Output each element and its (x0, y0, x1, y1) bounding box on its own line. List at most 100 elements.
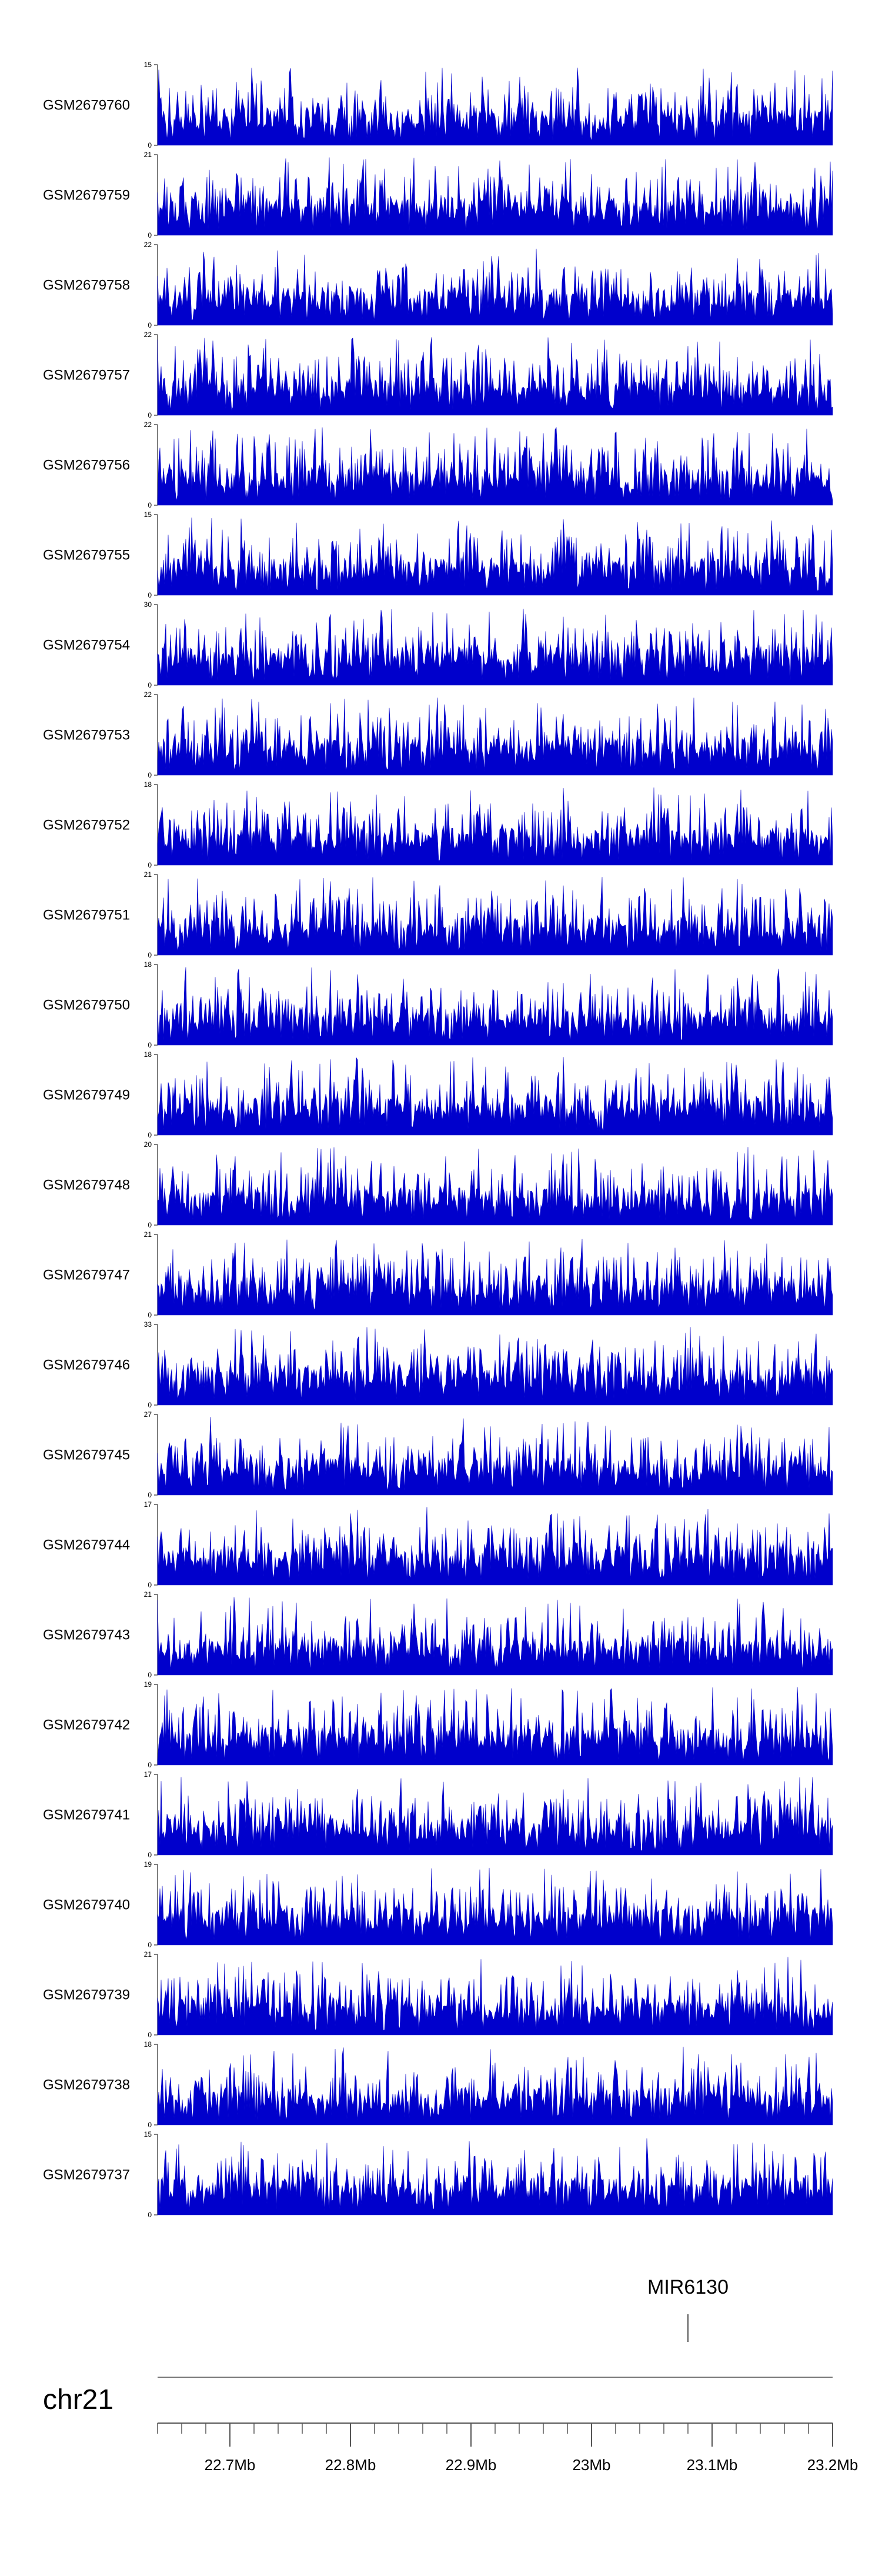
track-label: GSM2679741 (43, 1807, 130, 1823)
y-min-label: 0 (148, 861, 152, 869)
track-label: GSM2679749 (43, 1087, 130, 1103)
track-label: GSM2679752 (43, 817, 130, 833)
y-min-label: 0 (148, 1311, 152, 1319)
track-GSM2679753: GSM2679753 22 0 (43, 690, 833, 779)
y-min-label: 0 (148, 411, 152, 419)
y-max-label: 18 (144, 1050, 152, 1059)
coverage-signal (157, 877, 833, 956)
track-label: GSM2679745 (43, 1447, 130, 1463)
track-label: GSM2679759 (43, 188, 130, 203)
coverage-signal (157, 426, 833, 506)
y-min-label: 0 (148, 231, 152, 239)
coverage-signal (157, 787, 833, 866)
coverage-signal (157, 1777, 833, 1856)
track-label: GSM2679743 (43, 1627, 130, 1643)
y-max-label: 17 (144, 1500, 152, 1509)
track-label: GSM2679740 (43, 1897, 130, 1913)
y-max-label: 21 (144, 1950, 152, 1958)
y-min-label: 0 (148, 1761, 152, 1769)
x-tick-label: 22.8Mb (325, 2456, 376, 2474)
coverage-signal (157, 1239, 833, 1316)
coverage-signal (157, 1417, 833, 1496)
track-label: GSM2679757 (43, 368, 130, 383)
coverage-tracks: GSM2679760150GSM2679759210GSM2679758220G… (43, 61, 833, 2219)
y-min-label: 0 (148, 1581, 152, 1589)
coverage-signal (157, 2138, 833, 2215)
y-min-label: 0 (148, 681, 152, 689)
y-min-label: 0 (148, 1131, 152, 1139)
track-label: GSM2679753 (43, 728, 130, 743)
coverage-signal (157, 337, 833, 416)
y-max-label: 21 (144, 151, 152, 159)
chromosome-label: chr21 (43, 2384, 113, 2415)
coverage-signal (157, 157, 833, 236)
y-max-label: 22 (144, 690, 152, 699)
y-max-label: 21 (144, 1590, 152, 1599)
y-max-label: 21 (144, 870, 152, 879)
track-GSM2679758: GSM2679758 22 0 (43, 241, 833, 329)
track-GSM2679739: GSM2679739 21 0 (43, 1950, 833, 2039)
track-GSM2679740: GSM2679740 19 0 (43, 1860, 833, 1949)
track-GSM2679744: GSM2679744 17 0 (43, 1500, 833, 1589)
track-label: GSM2679760 (43, 98, 130, 114)
x-tick-label: 22.7Mb (205, 2456, 256, 2474)
y-min-label: 0 (148, 321, 152, 329)
y-max-label: 33 (144, 1320, 152, 1329)
track-GSM2679750: GSM2679750 18 0 (43, 960, 833, 1049)
y-min-label: 0 (148, 141, 152, 149)
gene-annotation-track: MIR6130 (647, 2276, 729, 2342)
y-max-label: 22 (144, 331, 152, 339)
track-label: GSM2679746 (43, 1357, 130, 1373)
track-GSM2679756: GSM2679756 22 0 (43, 421, 833, 509)
track-label: GSM2679737 (43, 2167, 130, 2183)
coverage-signal (157, 1957, 833, 2036)
coverage-signal (157, 967, 833, 1046)
y-max-label: 22 (144, 421, 152, 429)
coverage-signal (157, 1867, 833, 1946)
track-label: GSM2679755 (43, 548, 130, 563)
coverage-signal (157, 517, 833, 596)
coverage-signal (157, 1327, 833, 1406)
track-GSM2679747: GSM2679747 21 0 (43, 1230, 833, 1319)
y-min-label: 0 (148, 1401, 152, 1409)
y-min-label: 0 (148, 2121, 152, 2129)
y-max-label: 17 (144, 1770, 152, 1778)
y-min-label: 0 (148, 1041, 152, 1049)
track-label: GSM2679748 (43, 1177, 130, 1193)
y-max-label: 15 (144, 2130, 152, 2138)
track-GSM2679742: GSM2679742 19 0 (43, 1680, 833, 1769)
coverage-signal (157, 1507, 833, 1586)
y-min-label: 0 (148, 1851, 152, 1859)
coverage-signal (157, 609, 833, 686)
track-GSM2679738: GSM2679738 18 0 (43, 2040, 833, 2129)
y-min-label: 0 (148, 501, 152, 509)
track-GSM2679745: GSM2679745 27 0 (43, 1410, 833, 1499)
gene-label: MIR6130 (647, 2276, 729, 2298)
track-GSM2679759: GSM2679759 21 0 (43, 151, 833, 239)
y-min-label: 0 (148, 1491, 152, 1499)
y-max-label: 18 (144, 960, 152, 969)
coverage-signal (157, 1687, 833, 1766)
y-max-label: 27 (144, 1410, 152, 1419)
y-max-label: 20 (144, 1140, 152, 1149)
track-label: GSM2679758 (43, 278, 130, 293)
track-GSM2679760: GSM2679760 15 0 (43, 61, 833, 149)
track-GSM2679741: GSM2679741 17 0 (43, 1770, 833, 1859)
coverage-signal (157, 1057, 833, 1136)
y-min-label: 0 (148, 771, 152, 779)
track-label: GSM2679751 (43, 907, 130, 923)
track-label: GSM2679750 (43, 997, 130, 1013)
y-min-label: 0 (148, 951, 152, 959)
track-label: GSM2679742 (43, 1717, 130, 1733)
coverage-signal (157, 698, 833, 776)
y-max-label: 15 (144, 510, 152, 519)
genome-axis: chr21 22.7Mb 22.8Mb 22.9Mb 23Mb 23.1Mb 23.2Mb (43, 2377, 858, 2474)
y-min-label: 0 (148, 2211, 152, 2219)
track-GSM2679746: GSM2679746 33 0 (43, 1320, 833, 1409)
y-max-label: 18 (144, 780, 152, 789)
y-min-label: 0 (148, 591, 152, 599)
y-max-label: 19 (144, 1680, 152, 1689)
track-label: GSM2679739 (43, 1987, 130, 2003)
track-label: GSM2679756 (43, 458, 130, 473)
x-tick-label: 23.1Mb (687, 2456, 738, 2474)
